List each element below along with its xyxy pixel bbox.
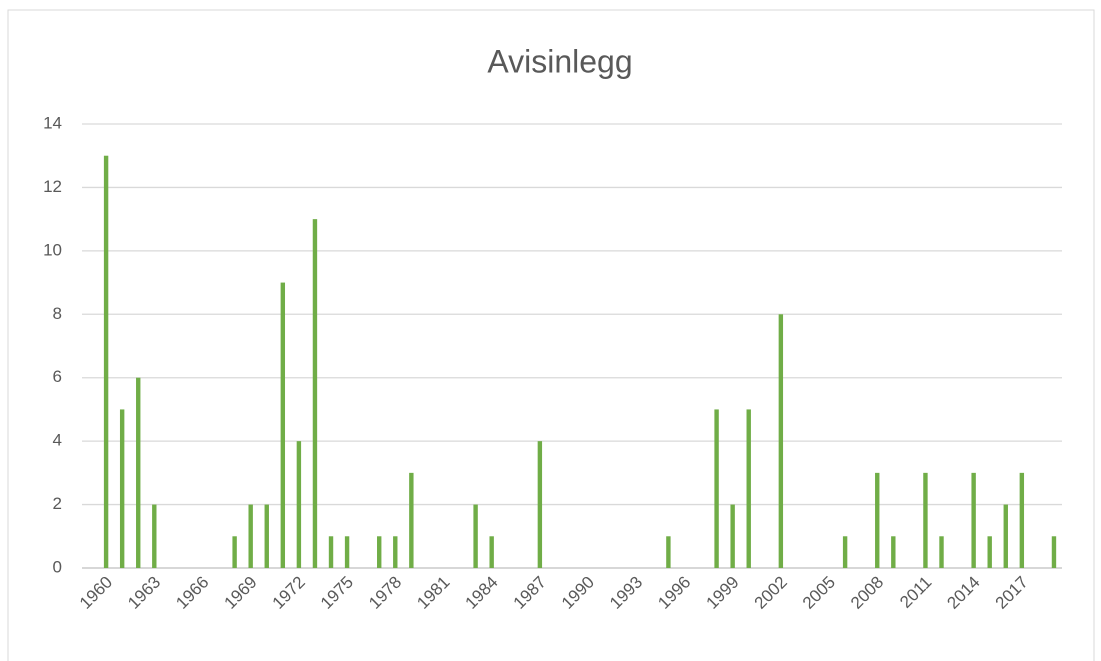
chart-title: Avisinlegg xyxy=(487,43,632,79)
bar xyxy=(875,472,880,568)
y-tick-label: 14 xyxy=(43,113,62,132)
bar xyxy=(248,504,253,568)
bar xyxy=(119,409,125,568)
bar xyxy=(296,441,302,568)
bar xyxy=(891,536,896,568)
bar xyxy=(1019,472,1025,568)
chart-frame xyxy=(7,9,1095,661)
bar xyxy=(489,536,494,568)
y-tick-label: 10 xyxy=(43,240,62,259)
bar xyxy=(842,536,848,568)
bar xyxy=(280,282,286,568)
bar xyxy=(344,536,350,568)
y-tick-label: 0 xyxy=(53,557,62,576)
bar xyxy=(939,536,944,568)
bar xyxy=(1003,504,1008,568)
bar xyxy=(987,536,992,568)
bar xyxy=(730,504,735,568)
bar xyxy=(328,536,334,568)
bar xyxy=(312,219,318,568)
bar xyxy=(971,472,976,568)
bar xyxy=(409,472,414,568)
bar xyxy=(714,409,719,568)
y-tick-label: 12 xyxy=(43,177,62,196)
bar xyxy=(1051,536,1057,568)
bar xyxy=(103,155,109,568)
bar xyxy=(136,377,141,568)
bar xyxy=(923,472,928,568)
y-tick-label: 8 xyxy=(53,304,62,323)
bar xyxy=(152,504,157,568)
bar xyxy=(778,314,784,568)
bar xyxy=(377,536,382,568)
y-tick-label: 2 xyxy=(53,494,62,513)
bar xyxy=(666,536,671,568)
bar xyxy=(264,504,269,568)
y-tick-label: 4 xyxy=(53,431,62,450)
bar xyxy=(232,536,237,568)
bar xyxy=(746,409,751,568)
y-tick-label: 6 xyxy=(53,367,62,386)
bar xyxy=(473,504,478,568)
bar xyxy=(393,536,398,568)
bar xyxy=(537,441,543,568)
